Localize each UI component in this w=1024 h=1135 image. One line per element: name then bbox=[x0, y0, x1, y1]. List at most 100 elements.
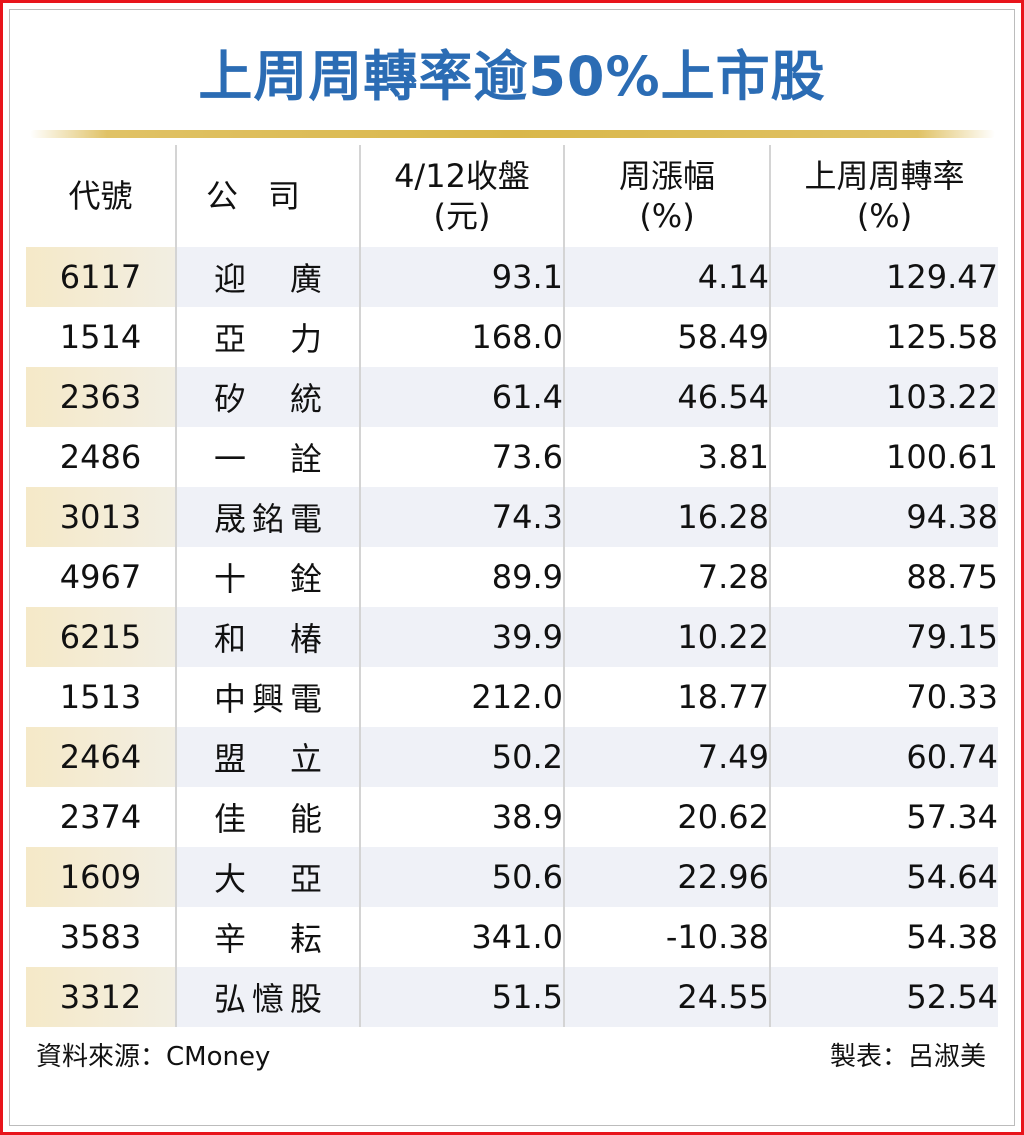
table-row: 2363 矽統 61.4 46.54 103.22 bbox=[26, 367, 998, 427]
header-turnover: 上周周轉率 (%) bbox=[769, 145, 998, 247]
cell-turnover: 60.74 bbox=[769, 727, 998, 787]
cell-close: 51.5 bbox=[359, 967, 564, 1027]
cell-company: 盟立 bbox=[175, 727, 360, 787]
cell-code: 4967 bbox=[59, 558, 142, 596]
table-row: 3312 弘憶股 51.5 24.55 52.54 bbox=[26, 967, 998, 1027]
header-close-line1: 4/12收盤 bbox=[394, 157, 530, 195]
cell-company: 弘憶股 bbox=[175, 967, 360, 1027]
company-name: 盟立 bbox=[214, 740, 322, 778]
cell-code: 2464 bbox=[26, 727, 176, 787]
cell-close: 212.0 bbox=[359, 667, 564, 727]
cell-close: 50.6 bbox=[359, 847, 564, 907]
cell-code: 1609 bbox=[26, 847, 176, 907]
cell-company: 迎廣 bbox=[175, 247, 360, 307]
cell-change: 18.77 bbox=[563, 667, 770, 727]
table-row: 2464 盟立 50.2 7.49 60.74 bbox=[26, 727, 998, 787]
author-note: 製表：呂淑美 bbox=[829, 1042, 986, 1072]
table-row: 2374 佳能 38.9 20.62 57.34 bbox=[26, 787, 998, 847]
cell-change: 58.49 bbox=[563, 307, 770, 367]
header-change-line2: (%) bbox=[639, 197, 695, 235]
stock-table: 代號 公司 4/12收盤 (元) 周漲幅 (%) 上周周轉率 (%) 6117 迎… bbox=[26, 145, 998, 1027]
cell-turnover: 54.38 bbox=[769, 907, 998, 967]
cell-code: 3583 bbox=[59, 918, 142, 956]
cell-code: 3013 bbox=[26, 487, 176, 547]
cell-company: 一詮 bbox=[175, 427, 360, 487]
cell-change: -10.38 bbox=[563, 907, 770, 967]
header-change-line1: 周漲幅 bbox=[618, 157, 715, 195]
cell-code: 6215 bbox=[26, 607, 176, 667]
table-row: 3013 晟銘電 74.3 16.28 94.38 bbox=[26, 487, 998, 547]
cell-company: 亞力 bbox=[175, 307, 360, 367]
cell-change: 7.28 bbox=[563, 547, 770, 607]
company-name: 中興電 bbox=[214, 680, 322, 718]
cell-turnover: 100.61 bbox=[769, 427, 998, 487]
cell-code: 2374 bbox=[59, 798, 142, 836]
header-close-line2: (元) bbox=[433, 197, 491, 235]
cell-close: 89.9 bbox=[359, 547, 564, 607]
cell-change: 3.81 bbox=[563, 427, 770, 487]
header-change: 周漲幅 (%) bbox=[563, 145, 770, 247]
cell-close: 73.6 bbox=[359, 427, 564, 487]
company-name: 弘憶股 bbox=[214, 980, 322, 1018]
cell-company: 大亞 bbox=[175, 847, 360, 907]
cell-close: 341.0 bbox=[359, 907, 564, 967]
cell-close: 38.9 bbox=[359, 787, 564, 847]
cell-close: 93.1 bbox=[359, 247, 564, 307]
company-name: 一詮 bbox=[214, 440, 322, 478]
header-turnover-line1: 上周周轉率 bbox=[804, 157, 965, 195]
cell-code: 2486 bbox=[59, 438, 142, 476]
cell-company: 晟銘電 bbox=[175, 487, 360, 547]
cell-change: 22.96 bbox=[563, 847, 770, 907]
header-turnover-line2: (%) bbox=[856, 197, 913, 235]
table-row: 6215 和椿 39.9 10.22 79.15 bbox=[26, 607, 998, 667]
table-body: 6117 迎廣 93.1 4.14 129.47 1514 亞力 168.0 58.49 125.… bbox=[26, 247, 998, 1027]
cell-change: 24.55 bbox=[563, 967, 770, 1027]
cell-change: 20.62 bbox=[563, 787, 770, 847]
cell-close: 39.9 bbox=[359, 607, 564, 667]
table-row: 6117 迎廣 93.1 4.14 129.47 bbox=[26, 247, 998, 307]
company-name: 辛耘 bbox=[214, 920, 322, 958]
company-name: 迎廣 bbox=[214, 260, 322, 298]
cell-company: 矽統 bbox=[175, 367, 360, 427]
table-row: 2486 一詮 73.6 3.81 100.61 bbox=[26, 427, 998, 487]
company-name: 亞力 bbox=[214, 320, 322, 358]
cell-code: 2363 bbox=[26, 367, 176, 427]
cell-turnover: 79.15 bbox=[769, 607, 998, 667]
cell-code: 1513 bbox=[59, 678, 142, 716]
cell-close: 61.4 bbox=[359, 367, 564, 427]
cell-company: 中興電 bbox=[175, 667, 360, 727]
company-name: 十銓 bbox=[214, 560, 322, 598]
cell-turnover: 129.47 bbox=[769, 247, 998, 307]
table-row: 1514 亞力 168.0 58.49 125.58 bbox=[26, 307, 998, 367]
cell-change: 4.14 bbox=[563, 247, 770, 307]
cell-company: 佳能 bbox=[175, 787, 360, 847]
cell-turnover: 94.38 bbox=[769, 487, 998, 547]
header-company: 公司 bbox=[175, 145, 360, 247]
cell-code: 1514 bbox=[59, 318, 142, 356]
title-divider bbox=[30, 130, 995, 138]
inner-frame bbox=[9, 9, 1015, 1126]
cell-company: 和椿 bbox=[175, 607, 360, 667]
cell-code: 3312 bbox=[26, 967, 176, 1027]
cell-turnover: 103.22 bbox=[769, 367, 998, 427]
company-name: 晟銘電 bbox=[214, 500, 322, 538]
table-header-row: 代號 公司 4/12收盤 (元) 周漲幅 (%) 上周周轉率 (%) bbox=[26, 145, 998, 247]
company-name: 和椿 bbox=[214, 620, 322, 658]
header-close: 4/12收盤 (元) bbox=[359, 145, 564, 247]
cell-turnover: 54.64 bbox=[769, 847, 998, 907]
cell-code: 6117 bbox=[26, 247, 176, 307]
cell-turnover: 70.33 bbox=[769, 667, 998, 727]
cell-close: 50.2 bbox=[359, 727, 564, 787]
company-name: 大亞 bbox=[214, 860, 322, 898]
cell-turnover: 125.58 bbox=[769, 307, 998, 367]
source-note: 資料來源：CMoney bbox=[36, 1042, 271, 1072]
table-row: 3583 辛耘 341.0 -10.38 54.38 bbox=[26, 907, 998, 967]
company-name: 矽統 bbox=[214, 380, 322, 418]
table-row: 1513 中興電 212.0 18.77 70.33 bbox=[26, 667, 998, 727]
cell-change: 7.49 bbox=[563, 727, 770, 787]
table-row: 1609 大亞 50.6 22.96 54.64 bbox=[26, 847, 998, 907]
company-name: 佳能 bbox=[214, 800, 322, 838]
cell-company: 十銓 bbox=[175, 547, 360, 607]
cell-close: 168.0 bbox=[359, 307, 564, 367]
